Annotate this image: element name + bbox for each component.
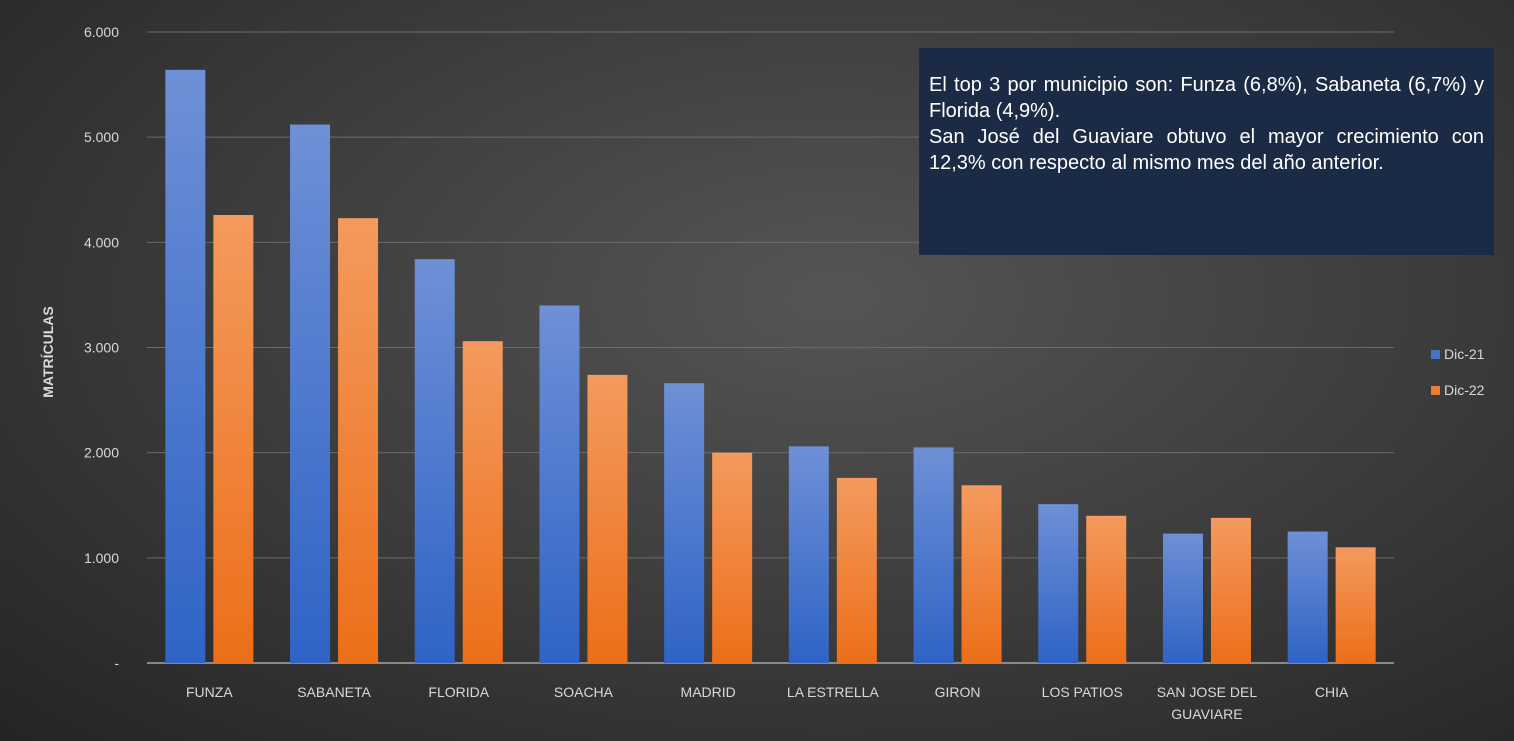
x-tick-label: GIRON [935, 684, 981, 700]
bar-dic-21-madrid [664, 383, 705, 663]
legend-label-dic21: Dic-21 [1444, 346, 1485, 362]
x-tick-label: LA ESTRELLA [787, 684, 879, 700]
bar-dic-21-giron [913, 447, 954, 663]
bar-dic-21-chia [1287, 531, 1328, 663]
bar-dic-22-la-estrella [836, 477, 877, 663]
y-tick-label: - [114, 655, 119, 671]
bar-dic-22-madrid [712, 452, 753, 663]
legend: Dic-21 Dic-22 [1431, 344, 1484, 416]
y-tick-label: 4.000 [84, 234, 119, 250]
bar-dic-22-los-patios [1086, 515, 1127, 663]
y-tick-label: 3.000 [84, 340, 119, 356]
bar-dic-21-san-jose-del-guaviare [1162, 533, 1203, 663]
x-tick-label: SOACHA [554, 684, 614, 700]
bar-dic-22-san-jose-del-guaviare [1210, 517, 1251, 663]
bar-dic-21-funza [165, 69, 206, 664]
x-tick-label: SAN JOSE DEL GUAVIARE [1157, 684, 1258, 722]
x-tick-label: LOS PATIOS [1042, 684, 1123, 700]
y-tick-label: 1.000 [84, 550, 119, 566]
y-axis-label: MATRÍCULAS [40, 306, 56, 398]
x-tick-label: SABANETA [297, 684, 371, 700]
bar-dic-21-la-estrella [788, 446, 829, 663]
annotation-box: El top 3 por municipio son: Funza (6,8%)… [919, 48, 1494, 255]
y-tick-label: 6.000 [84, 24, 119, 40]
annotation-line-1: El top 3 por municipio son: Funza (6,8%)… [929, 74, 1484, 122]
x-axis-categories: FUNZA SABANETA FLORIDA SOACHA MADRID LA ESTRE… [186, 684, 1349, 722]
bar-dic-21-soacha [539, 305, 580, 663]
x-tick-label: CHIA [1315, 684, 1349, 700]
legend-item-dic21: Dic-21 [1431, 344, 1484, 364]
bars [165, 69, 1376, 664]
legend-swatch-dic22 [1431, 385, 1440, 395]
bar-dic-21-florida [414, 259, 455, 663]
y-tick-label: 2.000 [84, 445, 119, 461]
legend-item-dic22: Dic-22 [1431, 380, 1484, 400]
annotation-line-2: San José del Guaviare obtuvo el mayor cr… [929, 126, 1484, 174]
y-axis-ticks: - 1.000 2.000 3.000 4.000 5.000 6.000 [84, 24, 119, 671]
bar-dic-21-sabaneta [290, 124, 331, 663]
bar-dic-22-chia [1335, 547, 1376, 663]
bar-dic-22-funza [213, 214, 254, 664]
bar-dic-22-soacha [587, 374, 628, 663]
legend-swatch-dic21 [1431, 349, 1440, 359]
x-tick-label: MADRID [681, 684, 736, 700]
y-tick-label: 5.000 [84, 129, 119, 145]
bar-dic-22-sabaneta [338, 218, 379, 663]
legend-label-dic22: Dic-22 [1444, 382, 1485, 398]
bar-dic-22-florida [462, 341, 503, 663]
x-tick-label: FUNZA [186, 684, 233, 700]
bar-dic-21-los-patios [1038, 504, 1079, 663]
x-tick-label: FLORIDA [428, 684, 489, 700]
bar-dic-22-giron [961, 485, 1002, 663]
